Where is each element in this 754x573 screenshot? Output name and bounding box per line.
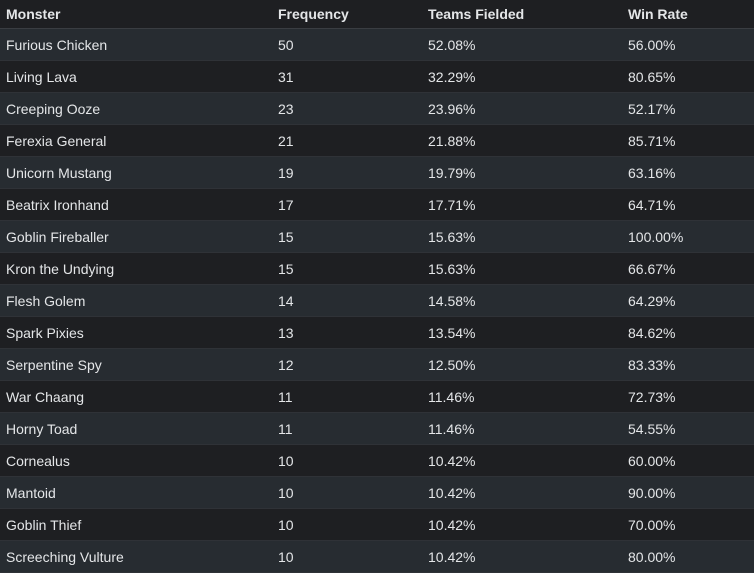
table-cell: 80.00% bbox=[622, 540, 754, 573]
header-row: Monster Frequency Teams Fielded Win Rate bbox=[0, 0, 754, 29]
table-cell: 10.42% bbox=[422, 476, 622, 509]
table-cell: 70.00% bbox=[622, 508, 754, 541]
table-cell: 23.96% bbox=[422, 92, 622, 125]
table-cell: 85.71% bbox=[622, 124, 754, 157]
table-cell: 23 bbox=[272, 92, 422, 125]
table-cell: 17 bbox=[272, 188, 422, 221]
table-row: Living Lava 31 32.29% 80.65% bbox=[0, 60, 754, 93]
table-cell: Horny Toad bbox=[0, 412, 272, 445]
table-cell: 19 bbox=[272, 156, 422, 189]
table-row: Kron the Undying 15 15.63% 66.67% bbox=[0, 252, 754, 285]
table-cell: 32.29% bbox=[422, 60, 622, 93]
table-cell: 15.63% bbox=[422, 252, 622, 285]
table-cell: 11.46% bbox=[422, 412, 622, 445]
table-cell: 14.58% bbox=[422, 284, 622, 317]
table-cell: 83.33% bbox=[622, 348, 754, 381]
table-row: Cornealus 10 10.42% 60.00% bbox=[0, 444, 754, 477]
table-cell: Creeping Ooze bbox=[0, 92, 272, 125]
table-cell: 21.88% bbox=[422, 124, 622, 157]
table-cell: Cornealus bbox=[0, 444, 272, 477]
table-cell: 11.46% bbox=[422, 380, 622, 413]
column-header: Teams Fielded bbox=[422, 0, 622, 29]
table-cell: 13 bbox=[272, 316, 422, 349]
table-cell: 10 bbox=[272, 444, 422, 477]
table-row: Horny Toad 11 11.46% 54.55% bbox=[0, 412, 754, 445]
table-cell: 14 bbox=[272, 284, 422, 317]
table-cell: 72.73% bbox=[622, 380, 754, 413]
table-cell: 84.62% bbox=[622, 316, 754, 349]
column-header: Win Rate bbox=[622, 0, 754, 29]
table-cell: 60.00% bbox=[622, 444, 754, 477]
table-cell: Flesh Golem bbox=[0, 284, 272, 317]
table-cell: 50 bbox=[272, 28, 422, 61]
table-cell: Beatrix Ironhand bbox=[0, 188, 272, 221]
table-cell: Screeching Vulture bbox=[0, 540, 272, 573]
table-cell: 10 bbox=[272, 476, 422, 509]
table-cell: 15.63% bbox=[422, 220, 622, 253]
table-cell: 90.00% bbox=[622, 476, 754, 509]
table-cell: 21 bbox=[272, 124, 422, 157]
table-cell: 31 bbox=[272, 60, 422, 93]
table-cell: Unicorn Mustang bbox=[0, 156, 272, 189]
table-cell: 56.00% bbox=[622, 28, 754, 61]
table-cell: 63.16% bbox=[622, 156, 754, 189]
table-cell: 54.55% bbox=[622, 412, 754, 445]
table-cell: 17.71% bbox=[422, 188, 622, 221]
table-cell: 13.54% bbox=[422, 316, 622, 349]
table-cell: 100.00% bbox=[622, 220, 754, 253]
table-row: Screeching Vulture 10 10.42% 80.00% bbox=[0, 540, 754, 573]
table-row: Flesh Golem 14 14.58% 64.29% bbox=[0, 284, 754, 317]
table-cell: 10 bbox=[272, 540, 422, 573]
table-cell: 11 bbox=[272, 380, 422, 413]
table-row: Creeping Ooze 23 23.96% 52.17% bbox=[0, 92, 754, 125]
table-row: War Chaang 11 11.46% 72.73% bbox=[0, 380, 754, 413]
table-cell: Serpentine Spy bbox=[0, 348, 272, 381]
table-row: Spark Pixies 13 13.54% 84.62% bbox=[0, 316, 754, 349]
table-row: Beatrix Ironhand 17 17.71% 64.71% bbox=[0, 188, 754, 221]
table-cell: 10.42% bbox=[422, 540, 622, 573]
table-cell: Kron the Undying bbox=[0, 252, 272, 285]
table-cell: 19.79% bbox=[422, 156, 622, 189]
table-cell: 15 bbox=[272, 252, 422, 285]
table-cell: Spark Pixies bbox=[0, 316, 272, 349]
table-cell: 15 bbox=[272, 220, 422, 253]
table-cell: Goblin Thief bbox=[0, 508, 272, 541]
table-cell: Furious Chicken bbox=[0, 28, 272, 61]
table-row: Unicorn Mustang 19 19.79% 63.16% bbox=[0, 156, 754, 189]
table-cell: 64.71% bbox=[622, 188, 754, 221]
table-cell: Living Lava bbox=[0, 60, 272, 93]
table-cell: Ferexia General bbox=[0, 124, 272, 157]
table-cell: 10.42% bbox=[422, 444, 622, 477]
table-cell: 12.50% bbox=[422, 348, 622, 381]
table-row: Goblin Thief 10 10.42% 70.00% bbox=[0, 508, 754, 541]
table-cell: 52.08% bbox=[422, 28, 622, 61]
column-header: Monster bbox=[0, 0, 272, 29]
table-cell: 80.65% bbox=[622, 60, 754, 93]
table-cell: 64.29% bbox=[622, 284, 754, 317]
table-row: Goblin Fireballer 15 15.63% 100.00% bbox=[0, 220, 754, 253]
column-header: Frequency bbox=[272, 0, 422, 29]
table-cell: 66.67% bbox=[622, 252, 754, 285]
table-cell: 52.17% bbox=[622, 92, 754, 125]
table-body: Furious Chicken 50 52.08% 56.00% Living Lava… bbox=[0, 28, 754, 573]
table-cell: 12 bbox=[272, 348, 422, 381]
table-row: Furious Chicken 50 52.08% 56.00% bbox=[0, 28, 754, 61]
table-row: Serpentine Spy 12 12.50% 83.33% bbox=[0, 348, 754, 381]
table-row: Ferexia General 21 21.88% 85.71% bbox=[0, 124, 754, 157]
table-cell: War Chaang bbox=[0, 380, 272, 413]
table-cell: Mantoid bbox=[0, 476, 272, 509]
table-cell: 10 bbox=[272, 508, 422, 541]
table-row: Mantoid 10 10.42% 90.00% bbox=[0, 476, 754, 509]
table-cell: 11 bbox=[272, 412, 422, 445]
table-cell: 10.42% bbox=[422, 508, 622, 541]
table-cell: Goblin Fireballer bbox=[0, 220, 272, 253]
